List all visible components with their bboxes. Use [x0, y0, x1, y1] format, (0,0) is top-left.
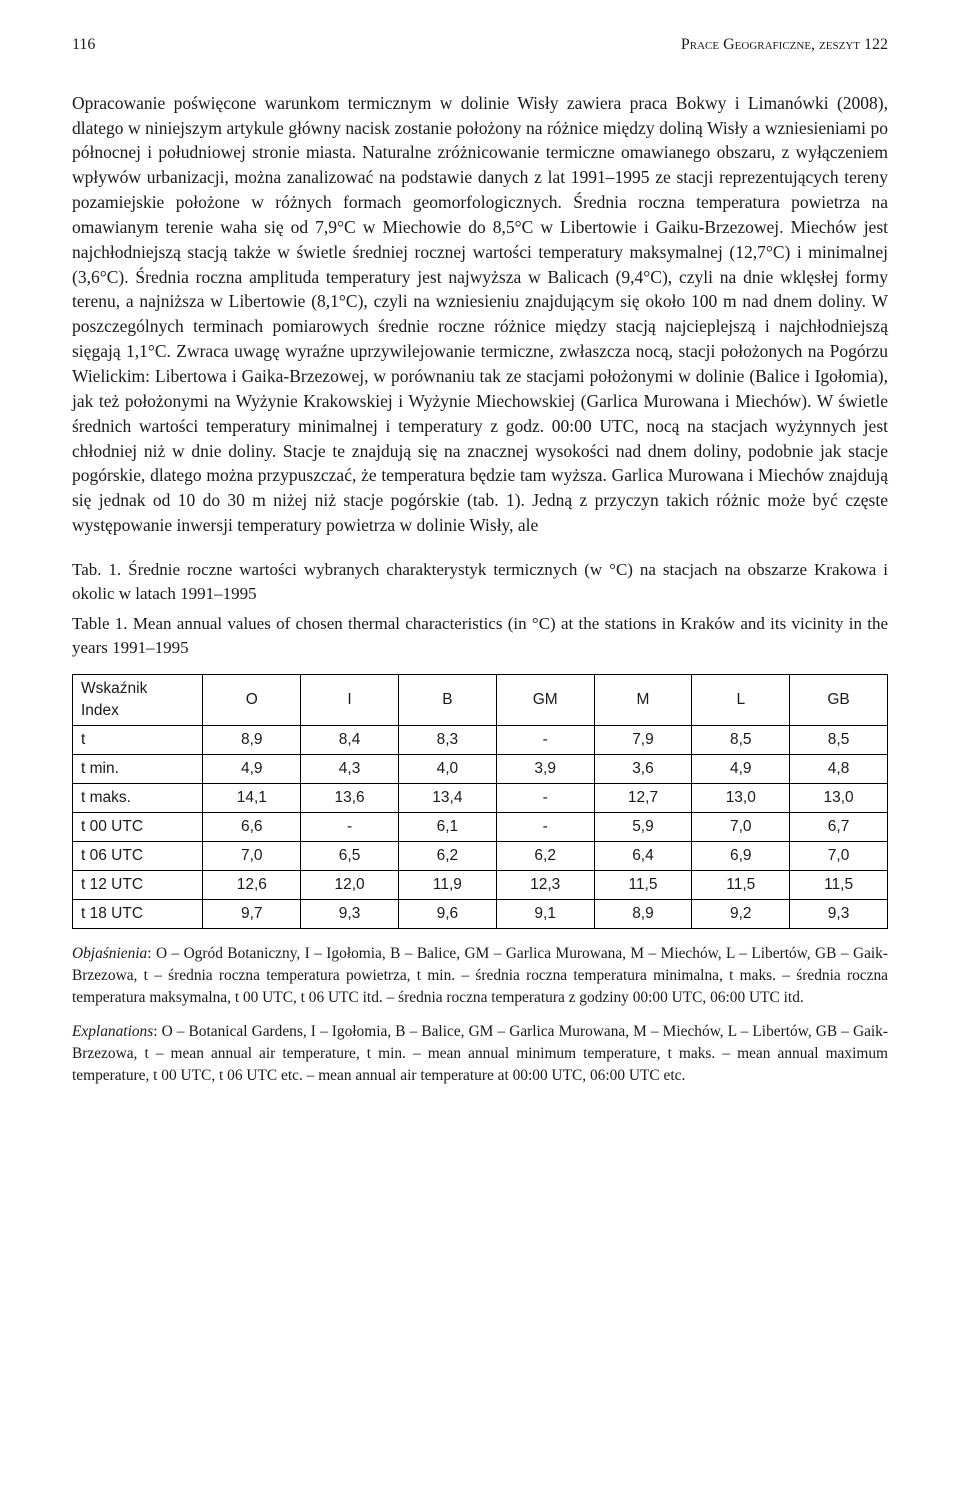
table-row: t 06 UTC7,06,56,26,26,46,97,0 [73, 842, 888, 871]
table-cell: - [496, 813, 594, 842]
table-cell: 12,0 [301, 871, 399, 900]
table-cell: 5,9 [594, 813, 692, 842]
row-label: t 12 UTC [73, 871, 203, 900]
table-cell: 4,3 [301, 755, 399, 784]
table-header-row: Wskaźnik Index O I B GM M L GB [73, 675, 888, 726]
table-cell: 8,9 [594, 900, 692, 929]
table-cell: 11,5 [790, 871, 888, 900]
footnote-pl-text: : O – Ogród Botaniczny, I – Igołomia, B … [72, 945, 888, 1006]
table-cell: 6,7 [790, 813, 888, 842]
header-label-line2: Index [81, 702, 119, 719]
table-cell: 11,9 [398, 871, 496, 900]
table-cell: 14,1 [203, 784, 301, 813]
table-caption-pl: Tab. 1. Średnie roczne wartości wybranyc… [72, 558, 888, 606]
table-head: Wskaźnik Index O I B GM M L GB [73, 675, 888, 726]
table-cell: 12,3 [496, 871, 594, 900]
footnote-pl: Objaśnienia: O – Ogród Botaniczny, I – I… [72, 943, 888, 1009]
footnote-en-lead: Explanations [72, 1023, 153, 1040]
page-number: 116 [72, 34, 95, 57]
page-container: 116 Prace Geograficzne, zeszyt 122 Oprac… [0, 0, 960, 1149]
row-label: t maks. [73, 784, 203, 813]
table-cell: 3,9 [496, 755, 594, 784]
table-row: t maks.14,113,613,4-12,713,013,0 [73, 784, 888, 813]
row-label: t min. [73, 755, 203, 784]
table-row: t min.4,94,34,03,93,64,94,8 [73, 755, 888, 784]
col-I: I [301, 675, 399, 726]
table-cell: - [301, 813, 399, 842]
table-cell: 7,0 [692, 813, 790, 842]
table-cell: 7,0 [203, 842, 301, 871]
row-label: t 06 UTC [73, 842, 203, 871]
table-row: t8,98,48,3-7,98,58,5 [73, 726, 888, 755]
table-row: t 12 UTC12,612,011,912,311,511,511,5 [73, 871, 888, 900]
table-row: t 00 UTC6,6-6,1-5,97,06,7 [73, 813, 888, 842]
body-paragraph: Opracowanie poświęcone warunkom termiczn… [72, 91, 888, 538]
table-cell: 11,5 [692, 871, 790, 900]
row-label: t 00 UTC [73, 813, 203, 842]
table-cell: 9,6 [398, 900, 496, 929]
table-header-index: Wskaźnik Index [73, 675, 203, 726]
table-caption-en: Table 1. Mean annual values of chosen th… [72, 612, 888, 660]
table-cell: 8,9 [203, 726, 301, 755]
table-cell: 13,6 [301, 784, 399, 813]
table-cell: 4,8 [790, 755, 888, 784]
header-label-line1: Wskaźnik [81, 680, 147, 697]
journal-title: Prace Geograficzne, zeszyt 122 [681, 34, 888, 57]
table-cell: 4,9 [203, 755, 301, 784]
table-cell: 6,4 [594, 842, 692, 871]
table-cell: 9,3 [790, 900, 888, 929]
col-B: B [398, 675, 496, 726]
footnote-pl-lead: Objaśnienia [72, 945, 147, 962]
row-label: t 18 UTC [73, 900, 203, 929]
table-cell: 6,1 [398, 813, 496, 842]
col-L: L [692, 675, 790, 726]
table-cell: 7,9 [594, 726, 692, 755]
table-cell: 6,6 [203, 813, 301, 842]
table-cell: 9,1 [496, 900, 594, 929]
table-cell: 12,6 [203, 871, 301, 900]
table-cell: 13,4 [398, 784, 496, 813]
table-cell: 8,3 [398, 726, 496, 755]
table-cell: - [496, 784, 594, 813]
col-GM: GM [496, 675, 594, 726]
table-row: t 18 UTC9,79,39,69,18,99,29,3 [73, 900, 888, 929]
footnote-en-text: : O – Botanical Gardens, I – Igołomia, B… [72, 1023, 888, 1084]
table-cell: 9,3 [301, 900, 399, 929]
table-cell: 9,2 [692, 900, 790, 929]
footnote-en: Explanations: O – Botanical Gardens, I –… [72, 1021, 888, 1087]
table-cell: 4,0 [398, 755, 496, 784]
table-cell: 6,5 [301, 842, 399, 871]
row-label: t [73, 726, 203, 755]
table-cell: 6,2 [496, 842, 594, 871]
table-cell: - [496, 726, 594, 755]
col-GB: GB [790, 675, 888, 726]
table-body: t8,98,48,3-7,98,58,5t min.4,94,34,03,93,… [73, 726, 888, 929]
thermal-table: Wskaźnik Index O I B GM M L GB t8,98,48,… [72, 674, 888, 929]
table-cell: 12,7 [594, 784, 692, 813]
table-cell: 13,0 [692, 784, 790, 813]
table-cell: 8,5 [790, 726, 888, 755]
table-cell: 11,5 [594, 871, 692, 900]
table-cell: 6,2 [398, 842, 496, 871]
col-O: O [203, 675, 301, 726]
table-cell: 6,9 [692, 842, 790, 871]
table-cell: 3,6 [594, 755, 692, 784]
table-cell: 8,5 [692, 726, 790, 755]
table-cell: 13,0 [790, 784, 888, 813]
running-header: 116 Prace Geograficzne, zeszyt 122 [72, 34, 888, 57]
table-cell: 8,4 [301, 726, 399, 755]
table-cell: 7,0 [790, 842, 888, 871]
col-M: M [594, 675, 692, 726]
table-cell: 4,9 [692, 755, 790, 784]
table-cell: 9,7 [203, 900, 301, 929]
